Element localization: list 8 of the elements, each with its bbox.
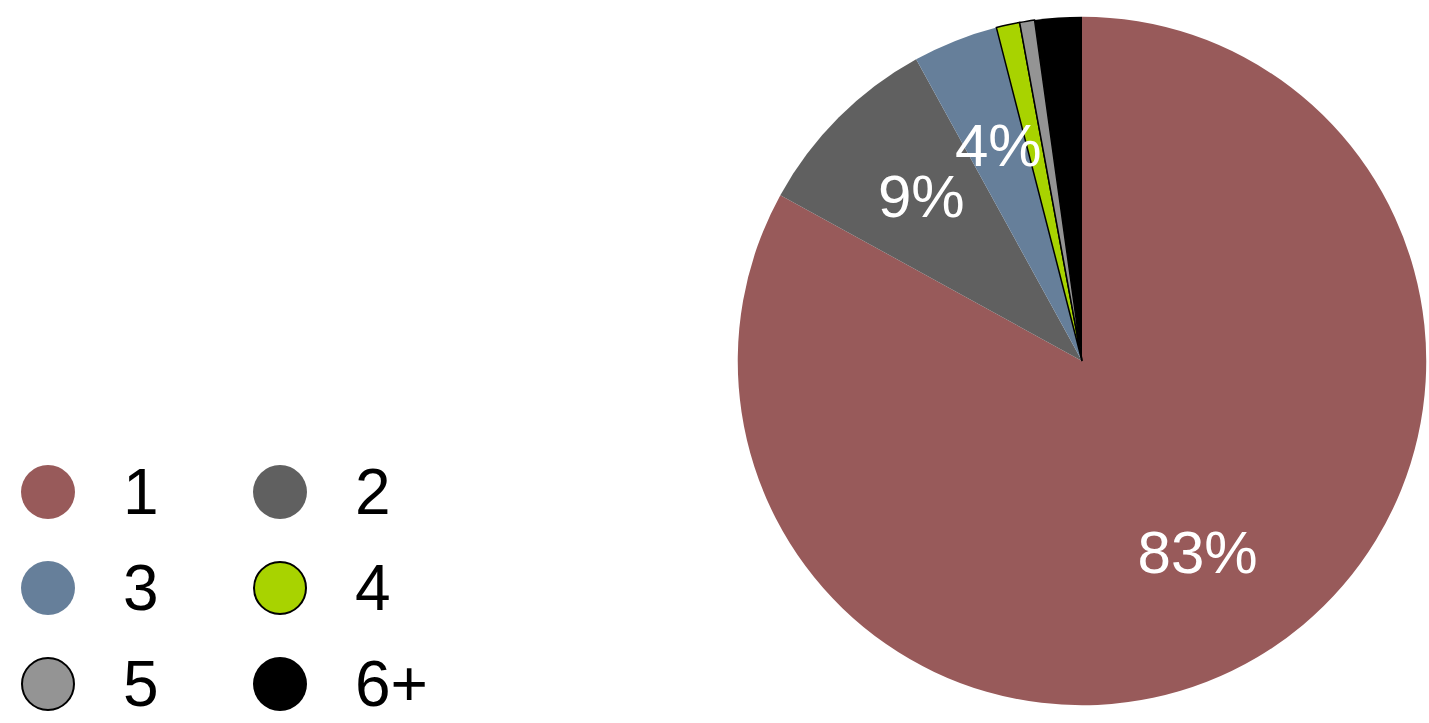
legend-label: 4 <box>355 552 391 624</box>
legend-label: 2 <box>355 456 391 528</box>
legend-label: 6+ <box>355 648 428 720</box>
legend-label: 5 <box>123 648 159 720</box>
legend-label: 1 <box>123 456 159 528</box>
data-label: 9% <box>877 162 965 230</box>
legend-label: 3 <box>123 552 159 624</box>
data-label: 83% <box>1137 519 1258 587</box>
